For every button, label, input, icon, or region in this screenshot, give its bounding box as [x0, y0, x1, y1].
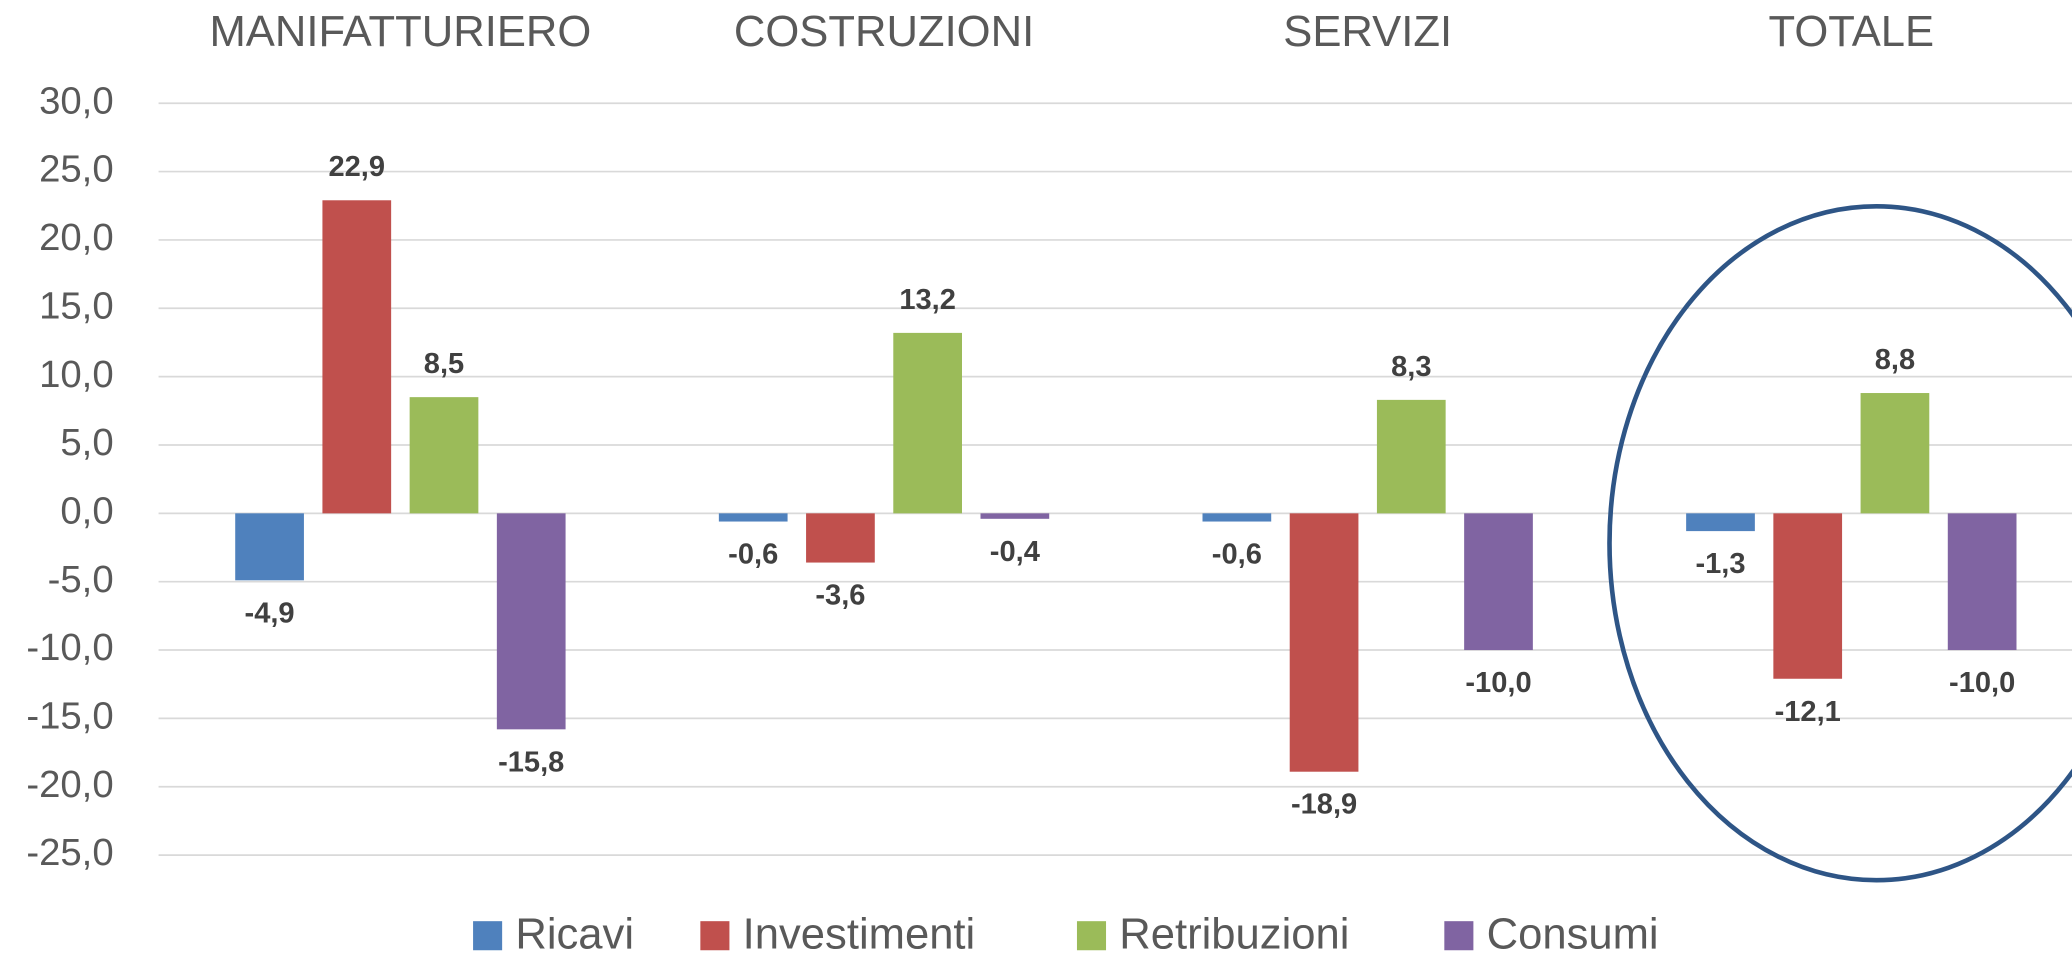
value-label: -3,6	[815, 580, 865, 612]
y-tick-label: 30,0	[39, 79, 114, 122]
bar	[1860, 393, 1930, 514]
category-label: COSTRUZIONI	[734, 8, 1034, 56]
bar	[718, 513, 788, 522]
y-tick-label: -15,0	[26, 695, 113, 738]
bar	[1202, 513, 1272, 522]
bar	[1686, 513, 1755, 532]
value-label: 22,9	[328, 151, 385, 183]
bar	[235, 513, 304, 581]
value-label: -12,1	[1775, 696, 1841, 728]
bar	[1773, 513, 1843, 679]
bar	[893, 332, 962, 514]
y-tick-label: 25,0	[39, 148, 114, 191]
bar	[980, 513, 1050, 519]
category-label: TOTALE	[1769, 8, 1935, 56]
value-label: -0,4	[990, 536, 1040, 568]
y-tick-label: -20,0	[26, 763, 113, 806]
y-tick-label: 20,0	[39, 216, 114, 259]
value-label: 8,3	[1391, 351, 1431, 383]
y-tick-label: -5,0	[48, 558, 114, 601]
value-label: 13,2	[899, 284, 956, 316]
legend-label: Retribuzioni	[1119, 911, 1349, 957]
value-label: -15,8	[498, 746, 564, 778]
y-tick-label: -25,0	[26, 831, 113, 874]
category-label: MANIFATTURIERO	[209, 8, 591, 56]
y-tick-label: 15,0	[39, 284, 114, 327]
value-label: -10,0	[1949, 667, 2015, 699]
bar	[1289, 513, 1359, 772]
legend-swatch	[1076, 921, 1107, 951]
value-label: -0,6	[1212, 539, 1262, 571]
value-label: -4,9	[245, 597, 295, 629]
bar	[1464, 513, 1533, 651]
value-label: 8,8	[1875, 344, 1915, 376]
y-tick-label: 0,0	[60, 489, 113, 532]
y-tick-label: 10,0	[39, 353, 114, 396]
bar	[1376, 399, 1446, 514]
value-label: -1,3	[1695, 548, 1745, 580]
bar	[1947, 513, 2017, 651]
legend-label: Investimenti	[743, 911, 976, 957]
y-tick-label: -10,0	[26, 626, 113, 669]
value-label: 8,5	[424, 348, 464, 380]
value-label: -10,0	[1465, 667, 1531, 699]
category-label: SERVIZI	[1283, 8, 1452, 56]
value-label: -18,9	[1291, 789, 1357, 821]
bar	[496, 513, 566, 730]
legend-label: Consumi	[1487, 911, 1659, 957]
y-tick-label: 5,0	[60, 421, 113, 464]
legend-swatch	[473, 921, 503, 951]
legend-swatch	[700, 921, 730, 951]
bar	[806, 513, 875, 563]
bar	[409, 397, 479, 514]
highlight-ellipse	[1607, 204, 2072, 883]
legend-swatch	[1444, 921, 1474, 951]
legend-label: Ricavi	[515, 911, 634, 957]
value-label: -0,6	[728, 539, 778, 571]
bar	[322, 200, 392, 514]
